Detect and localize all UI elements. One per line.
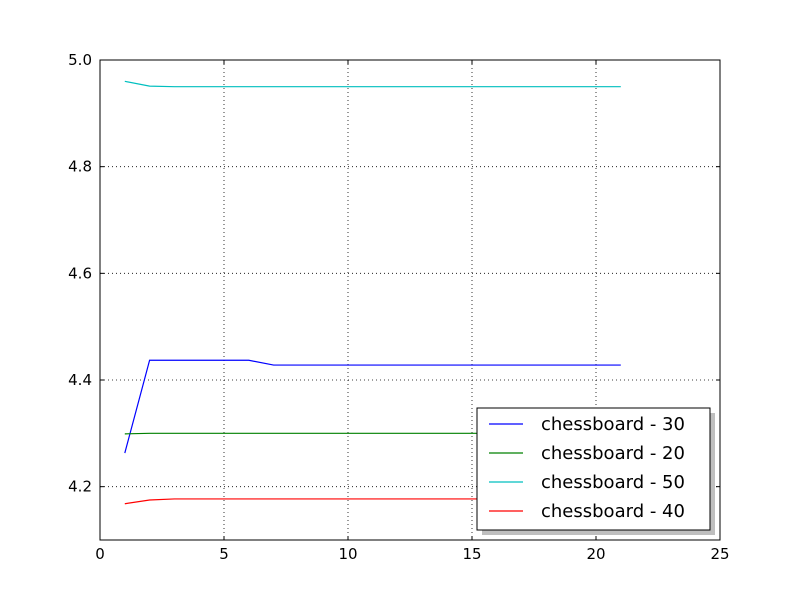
legend: chessboard - 30 chessboard - 20 chessboard… — [476, 407, 715, 535]
legend-entry-label: chessboard - 50 — [541, 472, 685, 493]
axis-ticks: 0 5 10 15 20 25 4.2 4.4 4.6 4.8 5.0 — [68, 51, 729, 563]
series-line-1 — [124, 359, 621, 454]
legend-entry-label: chessboard - 40 — [541, 501, 685, 522]
y-tick-label: 5.0 — [68, 51, 92, 69]
legend-entry-label: chessboard - 30 — [541, 414, 685, 435]
plot-area-frame — [99, 59, 721, 541]
legend-entry-label: chessboard - 20 — [541, 443, 685, 464]
y-tick-label: 4.6 — [68, 264, 92, 282]
y-tick-label: 4.2 — [68, 478, 92, 496]
x-tick-label: 10 — [338, 545, 357, 563]
y-tick-label: 4.4 — [68, 371, 92, 389]
x-tick-label: 15 — [462, 545, 481, 563]
x-tick-label: 25 — [710, 545, 729, 563]
x-tick-label: 0 — [95, 545, 105, 563]
legend-box — [476, 407, 711, 531]
x-tick-label: 5 — [219, 545, 229, 563]
x-tick-label: 20 — [586, 545, 605, 563]
y-tick-label: 4.8 — [68, 158, 92, 176]
series-line-3 — [124, 80, 621, 88]
